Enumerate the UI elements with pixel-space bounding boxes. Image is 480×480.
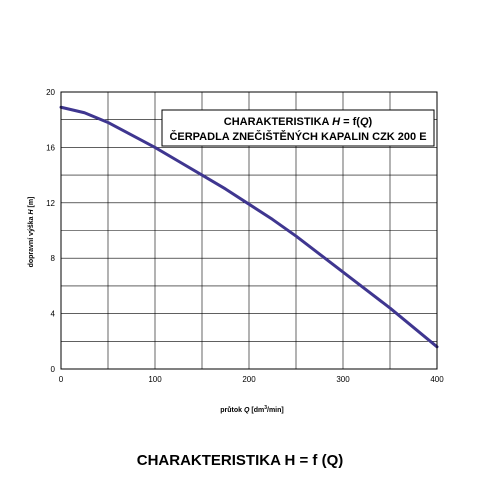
x-tick-label: 0	[59, 375, 64, 384]
y-tick-label: 8	[51, 254, 56, 263]
y-tick-label: 20	[46, 88, 55, 97]
chart-title-box: CHARAKTERISTIKA H = f(Q) ČERPADLA ZNEČIŠ…	[161, 109, 435, 147]
plot-frame	[60, 91, 438, 370]
chart-title-line2: ČERPADLA ZNEČIŠTĚNÝCH KAPALIN CZK 200 E	[169, 130, 426, 143]
x-axis-label: průtok Q [dm3/min]	[220, 405, 283, 414]
page-caption: CHARAKTERISTIKA H = f (Q)	[136, 452, 344, 469]
x-tick-label: 200	[242, 375, 256, 384]
x-tick-label: 300	[336, 375, 350, 384]
series-layer	[59, 105, 439, 349]
x-tick-label: 100	[148, 375, 162, 384]
series-line	[59, 105, 439, 349]
y-tick-label: 4	[51, 310, 56, 319]
y-tick-label: 16	[46, 143, 55, 152]
y-tick-label: 12	[46, 199, 55, 208]
y-tick-label: 0	[51, 365, 56, 374]
tick-labels: 0 100 200 300 400 0 4 8 12 16 20	[46, 88, 444, 384]
chart-title-line1: CHARAKTERISTIKA H = f(Q)	[224, 116, 373, 128]
x-tick-label: 400	[430, 375, 444, 384]
y-axis-label: dopravní výška H [m]	[28, 197, 35, 268]
